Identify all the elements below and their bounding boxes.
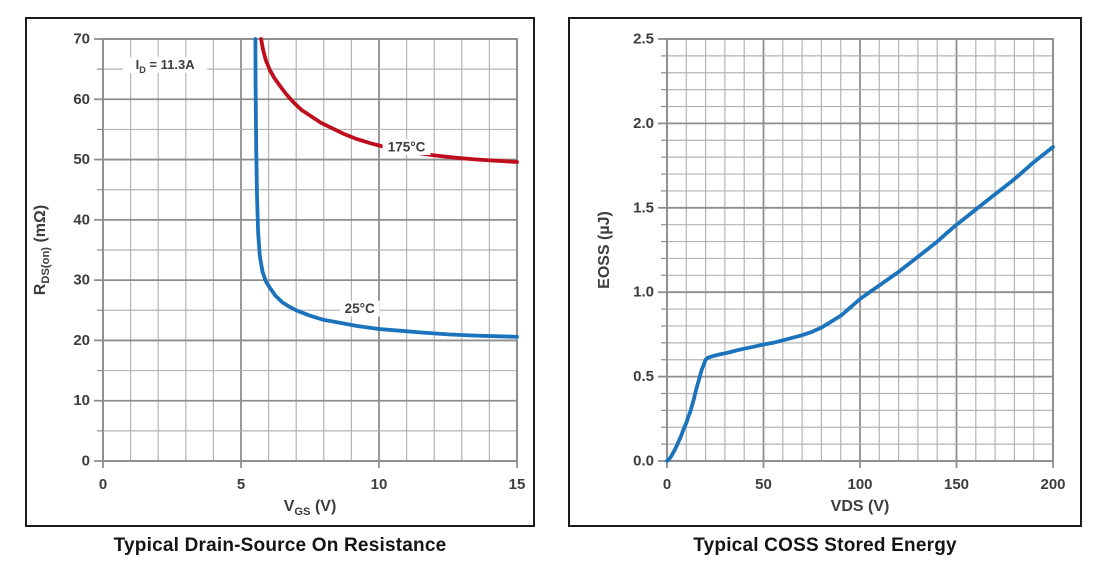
- figure-rdson: 175°C 25°C ID = 11.3A 0 10 20 30 40 50 60 70 0 5 10 15…: [25, 17, 535, 527]
- x-axis-title: VGS (V): [284, 498, 337, 518]
- x-tick-label: 10: [371, 476, 388, 493]
- y-tick-label: 20: [73, 332, 90, 349]
- x-tick-label: 50: [755, 476, 772, 493]
- y-tick-label: 1.0: [633, 284, 654, 301]
- y-tick-label: 0: [82, 453, 90, 470]
- y-tick-label: 60: [73, 91, 90, 108]
- y-axis-title: RDS(on) (mΩ): [32, 205, 52, 295]
- x-tick-label: 200: [1040, 476, 1065, 493]
- y-tick-label: 0.0: [633, 453, 654, 470]
- x-tick-label: 5: [237, 476, 245, 493]
- eoss-chart-canvas: 0.0 0.5 1.0 1.5 2.0 2.5 0 50 100 150 200 VDS (V) EOS…: [596, 31, 1066, 516]
- rdson-chart-canvas: 175°C 25°C ID = 11.3A 0 10 20 30 40 50 60 70 0 5 10 15…: [32, 31, 526, 519]
- y-tick-label: 1.5: [633, 199, 654, 216]
- x-tick-label: 150: [944, 476, 969, 493]
- y-tick-label: 10: [73, 392, 90, 409]
- x-axis-title: VDS (V): [831, 498, 890, 515]
- figure-eoss: 0.0 0.5 1.0 1.5 2.0 2.5 0 50 100 150 200 VDS (V) EOS…: [568, 17, 1082, 527]
- y-tick-label: 50: [73, 151, 90, 168]
- y-axis-title: EOSS (µJ): [596, 211, 613, 289]
- x-tick-label: 0: [663, 476, 671, 493]
- y-tick-label: 70: [73, 31, 90, 48]
- curve-label-25°C: 25°C: [345, 301, 375, 316]
- y-tick-label: 2.5: [633, 31, 654, 48]
- curve-label-175°C: 175°C: [388, 139, 426, 154]
- condition-annotation: ID = 11.3A: [136, 57, 196, 75]
- x-tick-label: 15: [509, 476, 526, 493]
- caption-rdson: Typical Drain-Source On Resistance: [113, 535, 447, 556]
- y-tick-label: 2.0: [633, 115, 654, 132]
- caption-eoss: Typical COSS Stored Energy: [693, 535, 957, 556]
- y-tick-label: 30: [73, 272, 90, 289]
- x-tick-label: 0: [99, 476, 107, 493]
- y-tick-label: 0.5: [633, 368, 654, 385]
- x-tick-label: 100: [847, 476, 872, 493]
- y-tick-label: 40: [73, 211, 90, 228]
